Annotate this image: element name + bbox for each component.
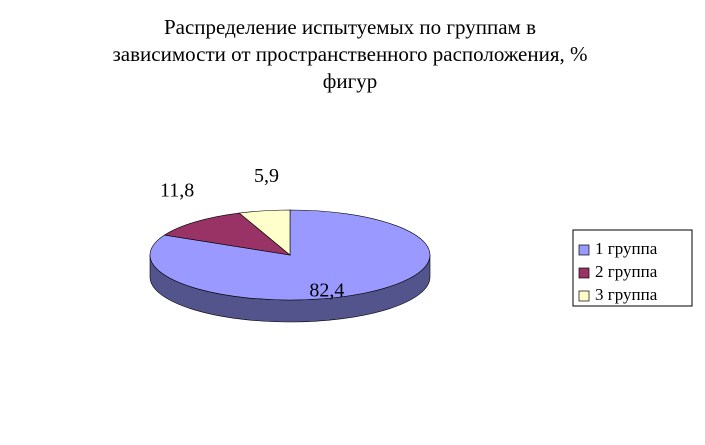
data-label: 82,4 bbox=[309, 280, 344, 302]
legend-box bbox=[572, 229, 693, 307]
chart-title: Распределение испытуемых по группам в за… bbox=[112, 15, 588, 93]
legend-label: 3 группа bbox=[595, 285, 658, 304]
pie-slice bbox=[238, 209, 291, 256]
legend-label: 1 группа bbox=[595, 239, 658, 258]
legend-label: 2 группа bbox=[595, 262, 658, 281]
data-label: 11,8 bbox=[160, 179, 194, 201]
data-label: 5,9 bbox=[254, 165, 279, 187]
pie-slice bbox=[163, 212, 292, 256]
legend-swatch bbox=[578, 290, 590, 302]
legend-swatch bbox=[578, 267, 590, 279]
legend-swatch bbox=[578, 244, 590, 256]
